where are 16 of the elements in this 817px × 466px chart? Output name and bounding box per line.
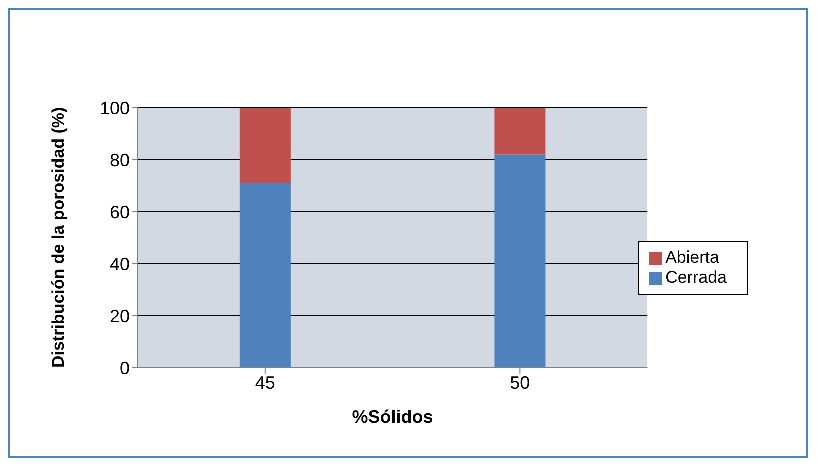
y-tick-label: 40	[110, 254, 130, 274]
y-tick-label: 60	[110, 202, 130, 222]
y-axis-title: Distribución de la porosidad (%)	[49, 107, 68, 368]
bar	[240, 183, 291, 368]
legend-label: Abierta	[666, 248, 720, 267]
legend-label: Cerrada	[666, 268, 727, 287]
y-tick-label: 80	[110, 150, 130, 170]
bar	[494, 108, 546, 155]
x-axis-title: %Sólidos	[352, 407, 434, 427]
bar	[240, 108, 291, 184]
y-tick-label: 0	[120, 358, 130, 378]
bar	[494, 154, 546, 368]
x-tick-label: 50	[510, 372, 530, 393]
y-tick-label: 100	[100, 98, 130, 118]
y-tick-label: 20	[110, 306, 130, 326]
x-tick-label: 45	[255, 372, 276, 393]
